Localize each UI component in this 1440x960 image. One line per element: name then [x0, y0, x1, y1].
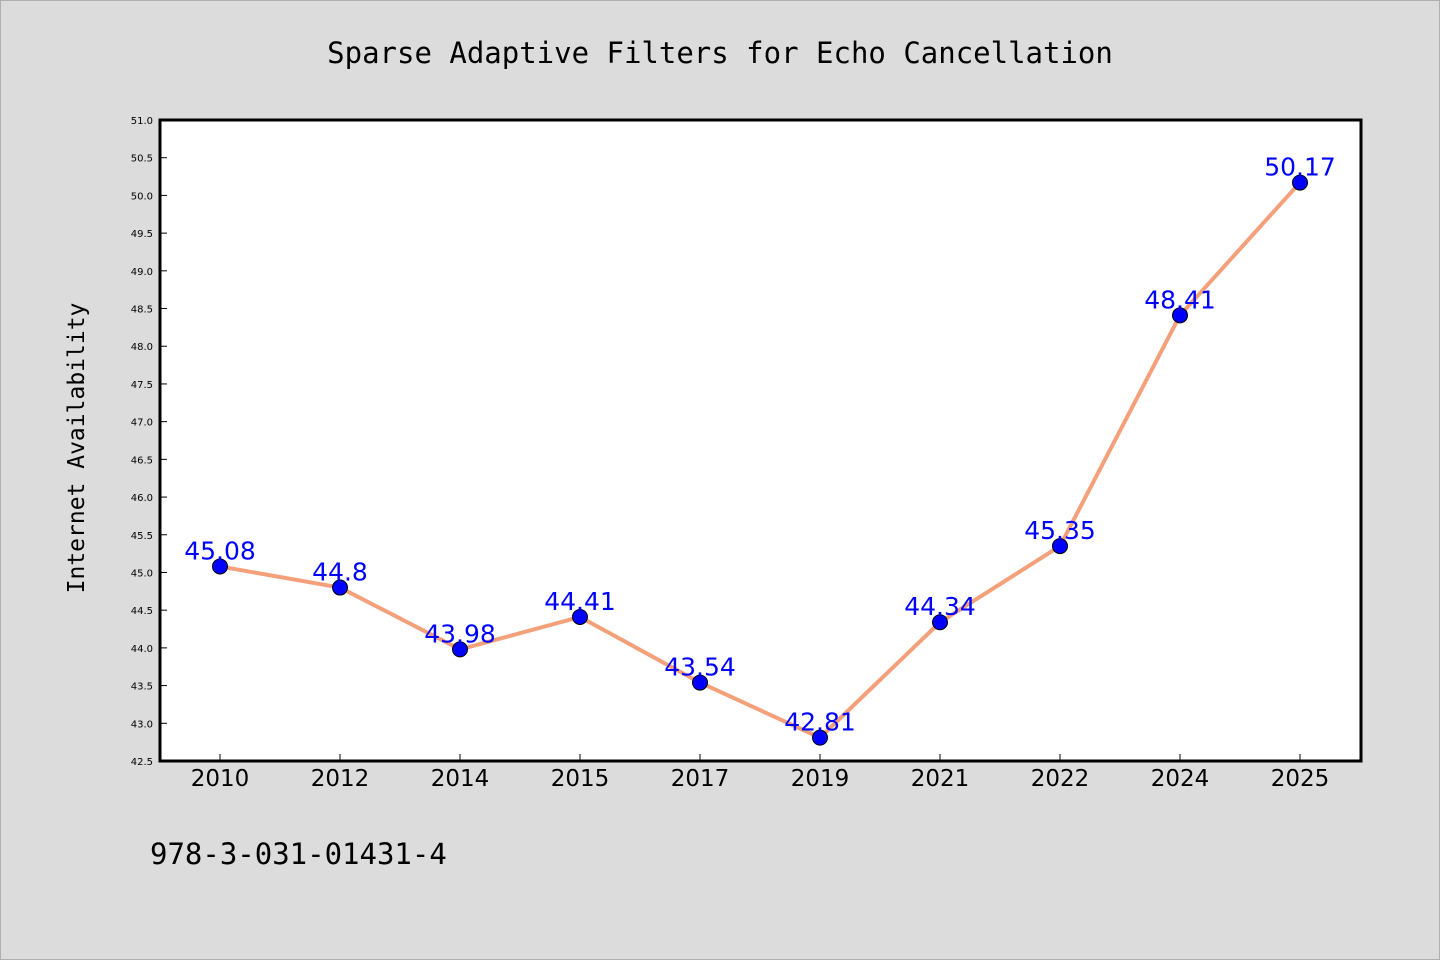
data-label: 42.81 — [784, 708, 856, 737]
series-line — [219, 181, 1302, 740]
y-tick-label: 43.0 — [131, 719, 153, 730]
data-label: 48.41 — [1144, 285, 1216, 314]
x-tick-label: 2021 — [911, 766, 970, 792]
y-tick-label: 45.0 — [131, 568, 153, 579]
y-tick-label: 45.5 — [131, 531, 153, 542]
data-point — [1172, 307, 1188, 324]
x-axis-ticks: 2010 2012 2014 2015 2017 2019 2021 2022 2024 2025 — [191, 754, 1330, 792]
data-point — [332, 579, 348, 596]
x-tick-label: 2022 — [1031, 766, 1090, 792]
data-label: 43.98 — [424, 619, 496, 648]
y-tick-label: 47.0 — [131, 418, 153, 429]
y-tick-label: 51.0 — [131, 116, 153, 127]
data-point — [1292, 174, 1308, 191]
chart-title: Sparse Adaptive Filters for Echo Cancell… — [327, 36, 1113, 70]
y-tick-label: 50.0 — [131, 191, 153, 202]
data-point — [812, 729, 828, 746]
x-tick-label: 2012 — [311, 766, 370, 792]
series-lines — [219, 181, 1302, 740]
data-label: 44.34 — [904, 592, 976, 621]
x-tick-label: 2025 — [1271, 766, 1330, 792]
data-point — [212, 558, 228, 575]
x-tick-label: 2024 — [1151, 766, 1210, 792]
data-label: 44.8 — [312, 558, 368, 587]
data-labels: 45.08 44.8 43.98 44.41 43.54 42.81 44.34 45.35 4… — [184, 153, 1336, 737]
x-tick-label: 2017 — [671, 766, 730, 792]
isbn-caption: 978-3-031-01431-4 — [150, 837, 447, 871]
data-label: 43.54 — [664, 653, 736, 682]
data-label: 45.35 — [1024, 516, 1096, 545]
y-tick-label: 49.5 — [131, 229, 153, 240]
y-tick-label: 50.5 — [131, 154, 153, 165]
y-tick-label: 46.0 — [131, 493, 153, 504]
y-axis-ticks: 42.5 43.0 43.5 44.0 44.5 45.0 45.5 46.0 46.5 47.0… — [131, 116, 167, 768]
y-tick-label: 44.5 — [131, 606, 153, 617]
plot-area — [158, 118, 1363, 763]
data-point — [452, 641, 468, 658]
series-points — [212, 174, 1308, 746]
y-tick-label: 42.5 — [131, 757, 153, 768]
y-tick-label: 44.0 — [131, 644, 153, 655]
data-point — [1052, 538, 1068, 555]
y-tick-label: 43.5 — [131, 682, 153, 693]
y-tick-label: 48.5 — [131, 305, 153, 316]
y-tick-label: 46.5 — [131, 455, 153, 466]
data-point — [932, 614, 948, 631]
data-label: 50.17 — [1264, 153, 1336, 182]
x-tick-label: 2010 — [191, 766, 250, 792]
data-label: 44.41 — [544, 587, 616, 616]
x-tick-label: 2014 — [431, 766, 490, 792]
data-point — [692, 674, 708, 691]
y-axis-label: Internet Availability — [64, 303, 90, 594]
data-point — [572, 608, 588, 625]
x-tick-label: 2015 — [551, 766, 610, 792]
y-tick-label: 49.0 — [131, 267, 153, 278]
y-tick-label: 48.0 — [131, 342, 153, 353]
x-tick-label: 2019 — [791, 766, 850, 792]
data-label: 45.08 — [184, 536, 256, 565]
y-tick-label: 47.5 — [131, 380, 153, 391]
